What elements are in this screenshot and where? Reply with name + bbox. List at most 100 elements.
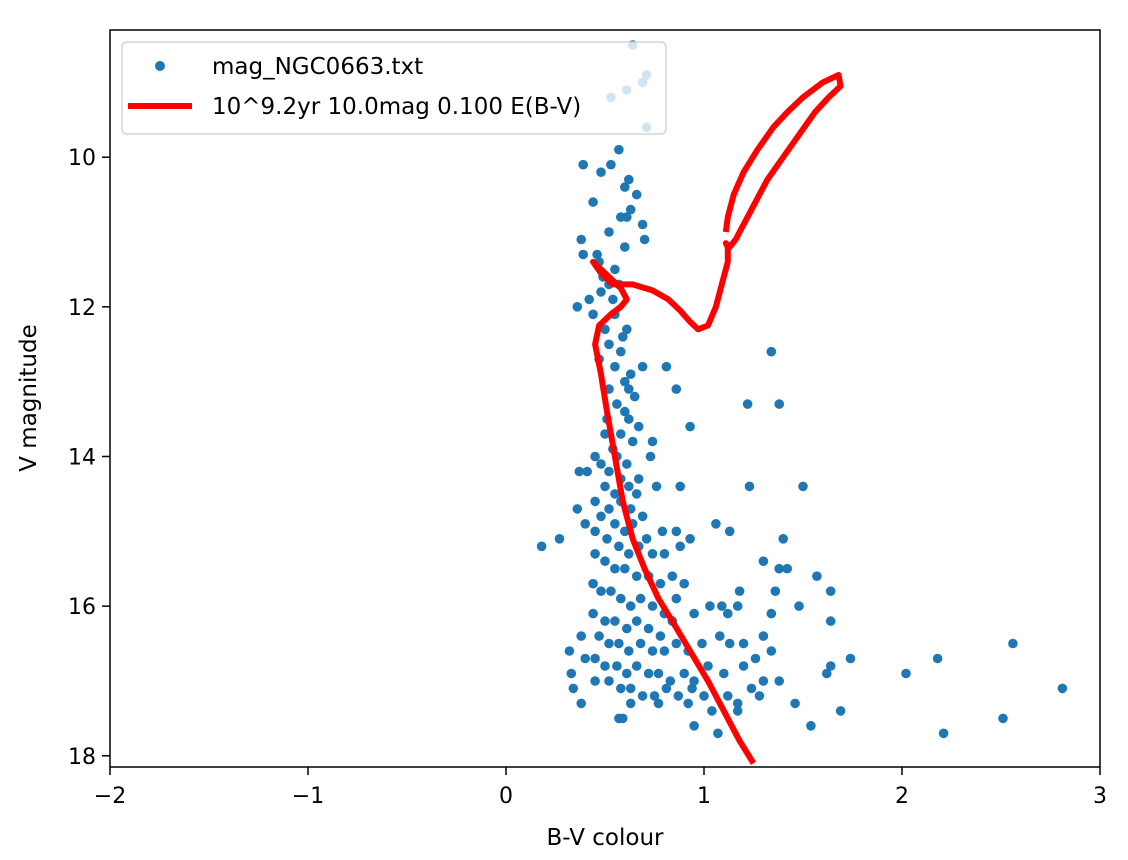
scatter-point	[620, 376, 630, 387]
scatter-point	[750, 653, 761, 664]
scatter-point	[687, 683, 697, 694]
scatter-point	[624, 646, 634, 656]
scatter-point	[600, 616, 610, 626]
scatter-point	[806, 721, 816, 731]
scatter-point	[625, 204, 636, 215]
scatter-point	[616, 346, 626, 357]
scatter-point	[610, 616, 620, 626]
scatter-point	[590, 526, 600, 537]
scatter-point	[649, 691, 660, 701]
scatter-point	[724, 638, 735, 649]
scatter-point	[580, 653, 590, 664]
scatter-point	[631, 571, 642, 581]
x-axis-label: B-V colour	[547, 825, 665, 851]
scatter-point	[576, 234, 586, 245]
scatter-point	[631, 489, 642, 499]
scatter-point	[744, 481, 755, 492]
legend-marker-scatter	[155, 61, 165, 71]
scatter-point	[998, 713, 1008, 724]
scatter-point	[758, 676, 769, 686]
scatter-point	[616, 683, 626, 694]
scatter-point	[637, 511, 648, 522]
scatter-point	[625, 683, 636, 694]
scatter-point	[647, 601, 658, 611]
scatter-point	[554, 534, 565, 544]
scatter-point	[723, 691, 733, 701]
scatter-point	[641, 534, 652, 544]
scatter-point	[608, 294, 618, 305]
scatter-point	[734, 586, 745, 596]
scatter-point	[671, 593, 682, 604]
scatter-point	[637, 691, 648, 701]
scatter-point	[766, 646, 777, 656]
scatter-point	[596, 459, 606, 469]
scatter-point	[604, 466, 614, 477]
scatter-point	[606, 586, 616, 596]
scatter-point	[637, 219, 648, 230]
scatter-point	[679, 578, 689, 589]
scatter-point	[614, 144, 624, 155]
scatter-point	[574, 466, 585, 477]
y-tick-label: 12	[68, 296, 96, 321]
y-tick-label: 14	[68, 445, 96, 470]
scatter-point	[578, 249, 588, 260]
plot-frame	[109, 29, 1101, 768]
scatter-point	[600, 481, 610, 492]
scatter-point	[582, 466, 592, 477]
scatter-point	[631, 661, 642, 671]
scatter-point	[774, 676, 784, 686]
scatter-point	[590, 451, 600, 462]
scatter-point	[713, 728, 723, 739]
scatter-point	[625, 369, 636, 380]
x-tick-label: −2	[94, 784, 126, 809]
scatter-point	[600, 429, 610, 439]
scatter-point	[711, 519, 721, 529]
scatter-point	[624, 414, 634, 424]
scatter-point	[717, 601, 727, 611]
scatter-point	[610, 361, 620, 372]
scatter-point	[671, 384, 682, 394]
scatter-point	[606, 159, 616, 170]
x-tick-label: 2	[895, 784, 909, 809]
scatter-point	[645, 451, 656, 462]
scatter-point	[770, 586, 781, 596]
scatter-point	[766, 346, 777, 357]
scatter-point	[794, 601, 804, 611]
scatter-point	[724, 526, 735, 537]
scatter-point	[845, 653, 856, 664]
x-tick-label: 0	[499, 784, 513, 809]
scatter-point	[661, 361, 672, 372]
scatter-point	[825, 586, 836, 596]
scatter-point	[673, 691, 684, 701]
scatter-point	[782, 563, 792, 574]
scatter-point	[576, 698, 586, 709]
scatter-point	[620, 182, 630, 192]
legend-box	[121, 41, 667, 135]
scatter-point	[610, 264, 620, 275]
scatter-point	[697, 638, 707, 649]
scatter-point	[812, 571, 822, 581]
scatter-point	[655, 631, 666, 641]
scatter-point	[590, 676, 600, 686]
y-tick-label: 10	[68, 146, 96, 171]
scatter-point	[671, 638, 682, 649]
scatter-point	[580, 519, 590, 529]
scatter-point	[746, 683, 757, 694]
scatter-point	[572, 302, 583, 312]
scatter-point	[754, 691, 765, 701]
scatter-point	[732, 601, 743, 611]
scatter-point	[590, 496, 600, 507]
scatter-point	[618, 713, 628, 724]
scatter-point	[758, 556, 769, 566]
scatter-point	[825, 661, 836, 671]
scatter-point	[715, 631, 725, 641]
scatter-point	[635, 638, 646, 649]
scatter-point	[932, 653, 943, 664]
scatter-point	[622, 212, 632, 222]
scatter-point	[774, 399, 784, 409]
y-tick-label: 16	[68, 595, 96, 620]
scatter-point	[604, 227, 614, 237]
scatter-point	[566, 668, 577, 679]
scatter-point	[1008, 638, 1018, 649]
scatter-point	[653, 668, 664, 679]
